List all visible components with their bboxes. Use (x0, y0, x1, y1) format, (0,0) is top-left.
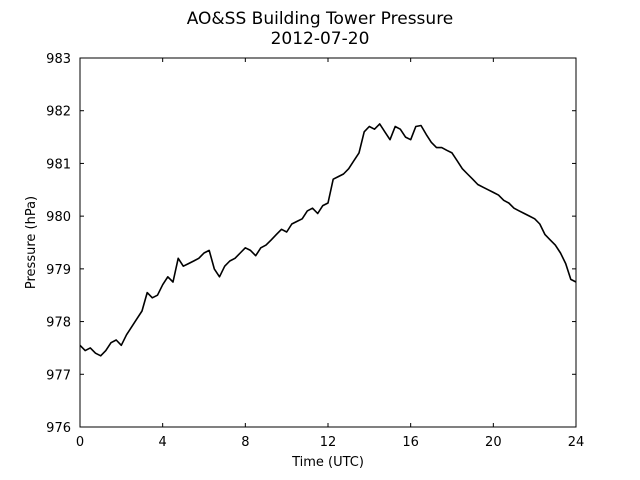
y-axis-label: Pressure (hPa) (24, 196, 39, 289)
x-tick-label: 4 (159, 435, 167, 450)
x-tick-label: 8 (241, 435, 249, 450)
x-tick-label: 16 (402, 435, 419, 450)
x-axis-label: Time (UTC) (291, 455, 364, 470)
y-tick-label: 976 (46, 421, 71, 436)
y-tick-label: 977 (46, 368, 71, 383)
y-tick-label: 981 (46, 157, 71, 172)
pressure-series-line (79, 123, 577, 357)
chart-subtitle: 2012-07-20 (271, 29, 370, 49)
y-tick-label: 980 (46, 210, 71, 225)
y-tick-label: 979 (46, 263, 71, 278)
y-tick-label: 982 (46, 105, 71, 120)
plot-frame (79, 57, 577, 428)
x-tick-label: 24 (568, 435, 585, 450)
x-tick-label: 0 (76, 435, 84, 450)
axis-tick-labels: 0 4 8 12 16 20 24 976 977 978 979 980 981 982 983 (46, 52, 584, 450)
y-tick-label: 978 (46, 316, 71, 331)
axis-ticks (79, 57, 577, 428)
x-tick-label: 20 (485, 435, 502, 450)
x-tick-label: 12 (320, 435, 337, 450)
chart-title: AO&SS Building Tower Pressure (187, 9, 454, 29)
y-tick-label: 983 (46, 52, 71, 67)
